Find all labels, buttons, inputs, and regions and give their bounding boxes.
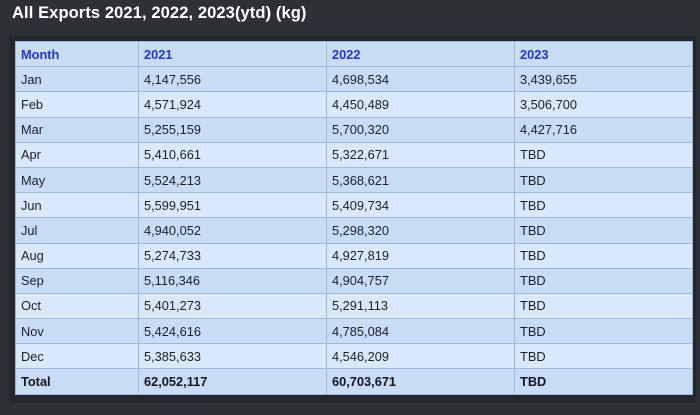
month-cell: Dec: [16, 344, 138, 369]
table-total-row: Total 62,052,117 60,703,671 TBD: [16, 369, 692, 394]
total-2023-cell: TBD: [515, 369, 692, 394]
table-row: May 5,524,213 5,368,621 TBD: [16, 167, 692, 193]
column-header-2021: 2021: [139, 42, 326, 67]
value-2021-cell: 5,424,616: [139, 319, 326, 344]
value-2022-cell: 5,322,671: [327, 142, 514, 167]
table-header-row: Month 2021 2022 2023: [16, 42, 692, 67]
table-row: Jul 4,940,052 5,298,320 TBD: [16, 218, 692, 243]
value-2021-cell: 5,599,951: [139, 193, 326, 218]
month-cell: Jan: [16, 67, 138, 92]
month-cell: Nov: [16, 319, 138, 344]
value-2023-cell: TBD: [515, 344, 692, 369]
value-2023-cell: TBD: [515, 218, 692, 243]
table-row: Jun 5,599,951 5,409,734 TBD: [16, 193, 692, 218]
value-2021-cell: 4,940,052: [139, 218, 326, 243]
value-2023-cell: TBD: [515, 167, 692, 193]
month-cell: Feb: [16, 92, 138, 117]
table-row: Dec 5,385,633 4,546,209 TBD: [16, 344, 692, 369]
value-2022-cell: 4,927,819: [327, 243, 514, 268]
value-2021-cell: 4,147,556: [139, 67, 326, 92]
value-2022-cell: 5,298,320: [327, 218, 514, 243]
month-cell: Aug: [16, 243, 138, 268]
value-2023-cell: TBD: [515, 193, 692, 218]
month-cell: May: [16, 167, 138, 193]
value-2021-cell: 5,116,346: [139, 268, 326, 293]
value-2021-cell: 5,274,733: [139, 243, 326, 268]
month-cell: Oct: [16, 293, 138, 319]
value-2023-cell: 3,506,700: [515, 92, 692, 117]
value-2021-cell: 5,524,213: [139, 167, 326, 193]
page-title: All Exports 2021, 2022, 2023(ytd) (kg): [12, 4, 307, 22]
value-2021-cell: 5,255,159: [139, 117, 326, 142]
value-2021-cell: 5,385,633: [139, 344, 326, 369]
month-cell: Sep: [16, 268, 138, 293]
column-header-2022: 2022: [327, 42, 514, 67]
value-2023-cell: TBD: [515, 142, 692, 167]
table-row: Oct 5,401,273 5,291,113 TBD: [16, 293, 692, 319]
value-2022-cell: 4,546,209: [327, 344, 514, 369]
total-label-cell: Total: [16, 369, 138, 394]
value-2023-cell: TBD: [515, 293, 692, 319]
value-2022-cell: 4,698,534: [327, 67, 514, 92]
value-2023-cell: TBD: [515, 319, 692, 344]
table-row: Sep 5,116,346 4,904,757 TBD: [16, 268, 692, 293]
value-2023-cell: 4,427,716: [515, 117, 692, 142]
value-2023-cell: TBD: [515, 268, 692, 293]
table-row: Jan 4,147,556 4,698,534 3,439,655: [16, 67, 692, 92]
total-2021-cell: 62,052,117: [139, 369, 326, 394]
value-2023-cell: 3,439,655: [515, 67, 692, 92]
value-2021-cell: 4,571,924: [139, 92, 326, 117]
value-2021-cell: 5,401,273: [139, 293, 326, 319]
month-cell: Mar: [16, 117, 138, 142]
table-row: Nov 5,424,616 4,785,084 TBD: [16, 319, 692, 344]
table-panel: Month 2021 2022 2023 Jan 4,147,556 4,698…: [9, 36, 696, 403]
value-2022-cell: 4,785,084: [327, 319, 514, 344]
month-cell: Jun: [16, 193, 138, 218]
month-cell: Apr: [16, 142, 138, 167]
table-row: Aug 5,274,733 4,927,819 TBD: [16, 243, 692, 268]
column-header-month: Month: [16, 42, 138, 67]
table-row: Feb 4,571,924 4,450,489 3,506,700: [16, 92, 692, 117]
table-row: Apr 5,410,661 5,322,671 TBD: [16, 142, 692, 167]
value-2021-cell: 5,410,661: [139, 142, 326, 167]
exports-table: Month 2021 2022 2023 Jan 4,147,556 4,698…: [15, 41, 693, 395]
value-2022-cell: 4,450,489: [327, 92, 514, 117]
month-cell: Jul: [16, 218, 138, 243]
value-2022-cell: 5,700,320: [327, 117, 514, 142]
value-2022-cell: 5,409,734: [327, 193, 514, 218]
column-header-2023: 2023: [515, 42, 692, 67]
total-2022-cell: 60,703,671: [327, 369, 514, 394]
value-2022-cell: 4,904,757: [327, 268, 514, 293]
value-2022-cell: 5,368,621: [327, 167, 514, 193]
value-2023-cell: TBD: [515, 243, 692, 268]
value-2022-cell: 5,291,113: [327, 293, 514, 319]
table-row: Mar 5,255,159 5,700,320 4,427,716: [16, 117, 692, 142]
